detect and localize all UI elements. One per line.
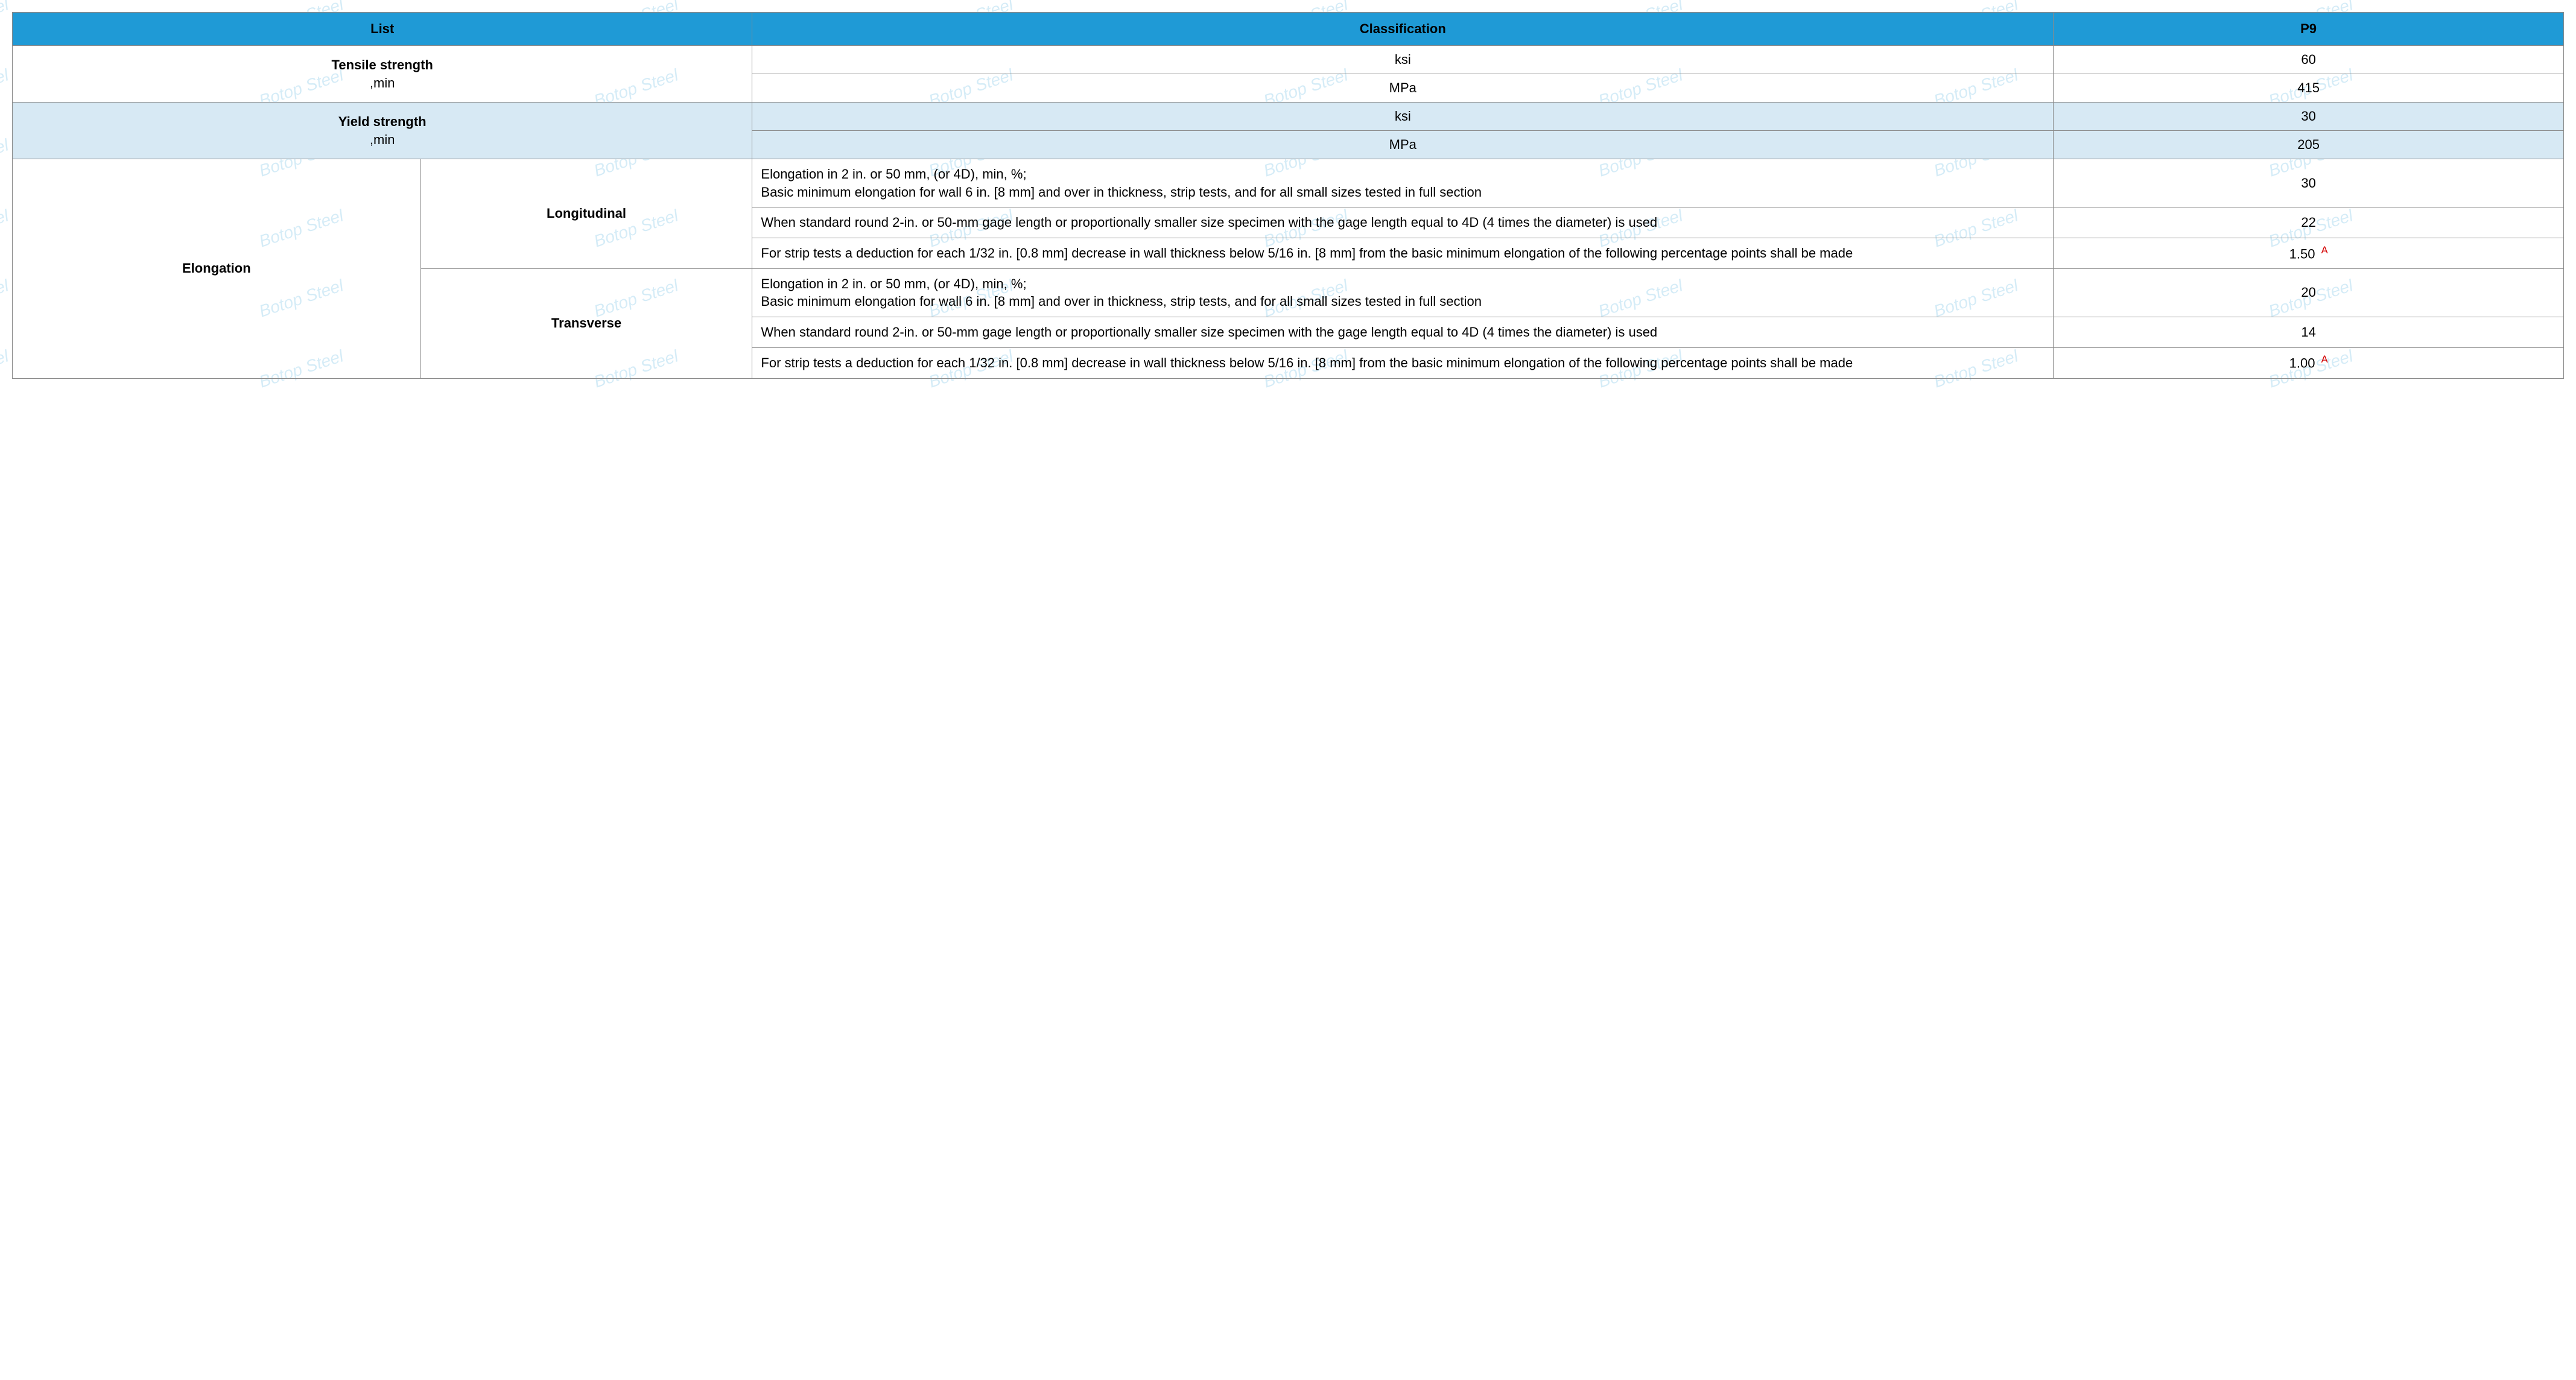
table-row: Yield strength ,min ksi 30 — [13, 103, 2564, 131]
value-text: 22 — [2301, 215, 2315, 230]
elongation-desc: When standard round 2-in. or 50-mm gage … — [752, 207, 2054, 238]
spec-table: List Classification P9 Tensile strength … — [12, 12, 2564, 379]
elongation-label: Elongation — [182, 261, 251, 276]
table-header-row: List Classification P9 — [13, 13, 2564, 46]
elongation-value: 30 — [2054, 159, 2564, 207]
yield-sub: ,min — [21, 132, 743, 148]
tensile-value-mpa: 415 — [2054, 74, 2564, 103]
elongation-desc: For strip tests a deduction for each 1/3… — [752, 347, 2054, 378]
yield-value-ksi: 30 — [2054, 103, 2564, 131]
elongation-desc: Elongation in 2 in. or 50 mm, (or 4D), m… — [752, 268, 2054, 317]
yield-unit-ksi: ksi — [752, 103, 2054, 131]
value-text: 14 — [2301, 324, 2315, 340]
elongation-value: 1.50 A — [2054, 238, 2564, 269]
table-row: Elongation Longitudinal Elongation in 2 … — [13, 159, 2564, 207]
elongation-direction-transverse: Transverse — [420, 268, 752, 378]
header-classification: Classification — [752, 13, 2054, 46]
yield-value-mpa: 205 — [2054, 131, 2564, 159]
yield-unit-mpa: MPa — [752, 131, 2054, 159]
elongation-desc: Elongation in 2 in. or 50 mm, (or 4D), m… — [752, 159, 2054, 207]
tensile-unit-mpa: MPa — [752, 74, 2054, 103]
value-text: 30 — [2301, 176, 2315, 191]
elongation-direction-longitudinal: Longitudinal — [420, 159, 752, 269]
header-p9: P9 — [2054, 13, 2564, 46]
elongation-value: 20 — [2054, 268, 2564, 317]
tensile-label-cell: Tensile strength ,min — [13, 46, 752, 103]
superscript-note: A — [2321, 245, 2328, 256]
elongation-desc: When standard round 2-in. or 50-mm gage … — [752, 317, 2054, 348]
elongation-value: 22 — [2054, 207, 2564, 238]
yield-label: Yield strength — [338, 114, 427, 129]
tensile-label: Tensile strength — [332, 57, 433, 72]
table-row: Tensile strength ,min ksi 60 — [13, 46, 2564, 74]
tensile-sub: ,min — [21, 75, 743, 91]
elongation-value: 1.00 A — [2054, 347, 2564, 378]
yield-label-cell: Yield strength ,min — [13, 103, 752, 159]
tensile-value-ksi: 60 — [2054, 46, 2564, 74]
header-list: List — [13, 13, 752, 46]
elongation-label-cell: Elongation — [13, 159, 421, 379]
superscript-note: A — [2321, 354, 2328, 365]
value-text: 20 — [2301, 285, 2315, 300]
elongation-desc: For strip tests a deduction for each 1/3… — [752, 238, 2054, 269]
tensile-unit-ksi: ksi — [752, 46, 2054, 74]
value-text: 1.50 — [2289, 246, 2315, 261]
elongation-value: 14 — [2054, 317, 2564, 348]
value-text: 1.00 — [2289, 356, 2315, 371]
